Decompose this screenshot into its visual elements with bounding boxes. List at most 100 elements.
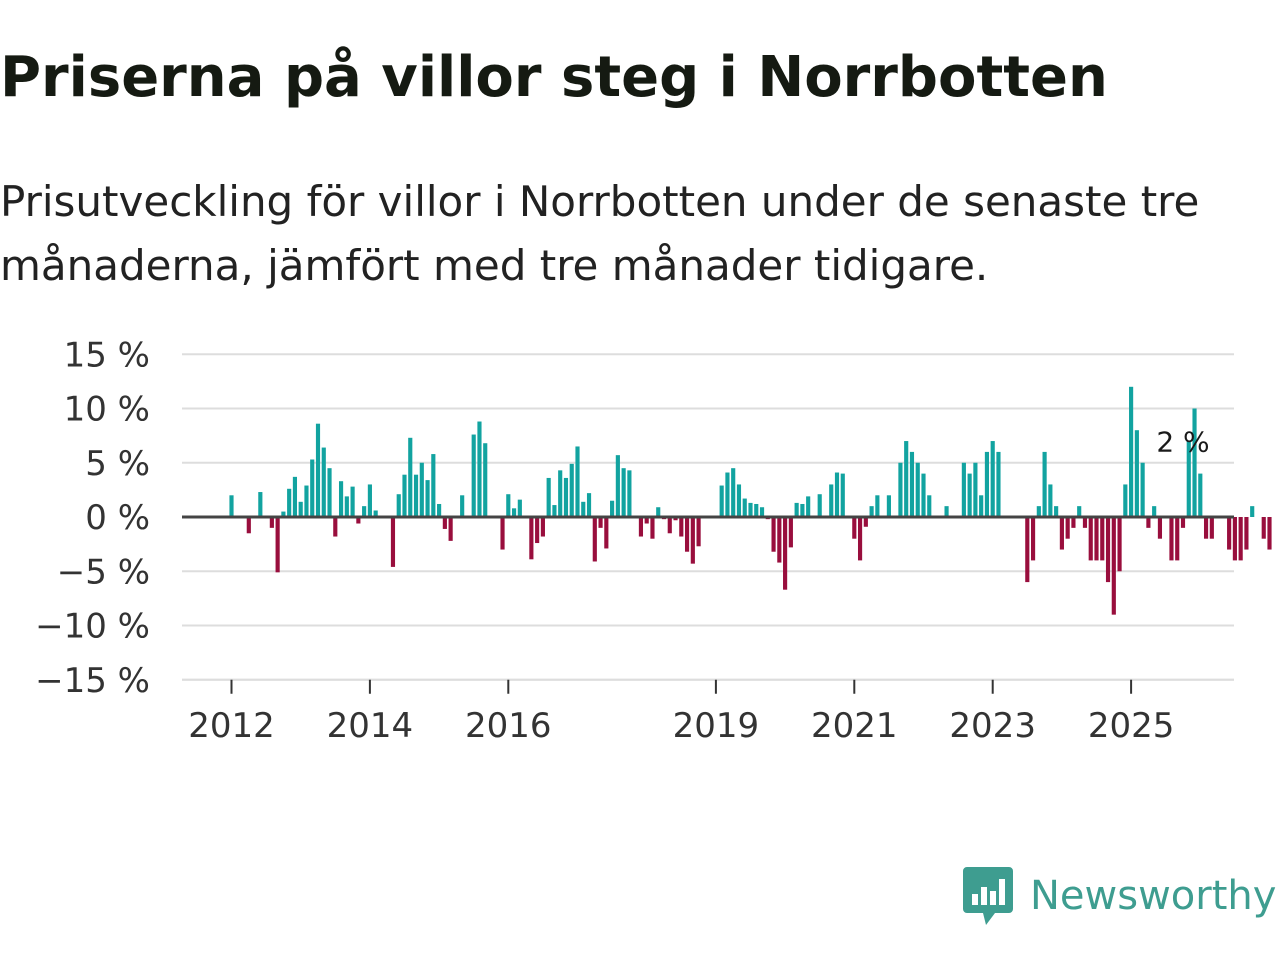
bar [344,496,349,517]
bar [471,434,476,517]
bar [442,517,447,529]
bar [1054,506,1059,517]
bar [1025,517,1030,583]
bar [904,441,909,517]
bar [673,517,678,521]
bar [229,495,234,517]
bar [373,510,378,517]
newsworthy-logo-icon [963,867,1013,925]
bar [586,493,592,517]
bar [719,485,724,517]
bar [1250,506,1255,517]
bar [529,517,534,560]
bar [886,495,891,517]
bar [350,486,355,517]
bar [575,446,580,517]
bar [1157,517,1163,539]
bar [1152,506,1157,517]
bar [984,451,990,517]
bar [511,508,517,517]
bars [229,386,1272,615]
bar [540,517,545,537]
bar [437,503,442,517]
x-tick-label: 2023 [949,706,1036,746]
brand-name: Newsworthy [1030,873,1277,919]
bar [1169,517,1174,561]
bar [1065,517,1070,539]
bar [990,441,995,517]
bar [979,495,984,517]
bar [679,517,684,537]
bar [483,443,488,517]
bar [961,462,966,517]
bar [759,507,765,517]
bar [1203,517,1209,539]
bar [402,474,407,517]
bar [771,517,776,552]
x-tick-label: 2021 [811,706,898,746]
bar [1094,517,1099,561]
bar [269,517,274,528]
y-tick-label: 5 % [85,444,150,484]
bar [869,506,874,517]
bar [644,517,649,524]
bar [627,470,632,517]
bar [315,423,321,517]
bar [656,507,661,517]
bar [731,468,736,517]
bar [460,495,465,517]
bar [598,517,603,528]
bar [333,517,338,537]
bar [1071,517,1076,528]
bar [356,517,361,524]
bar [1042,451,1047,517]
bar [748,502,753,517]
bar [408,437,413,517]
bar [1244,517,1249,550]
bar [817,494,822,517]
bar [321,447,326,517]
bar [1180,517,1186,528]
bar [1232,517,1237,561]
bar [921,473,926,517]
bar [615,455,620,517]
bar [852,517,857,539]
bar [367,484,372,517]
bar [1192,408,1197,517]
x-axis: 2012 2014 2016 2019 2021 2023 2025 [182,678,1234,746]
x-tick-label: 2012 [188,706,275,746]
bar [535,517,540,544]
bar [1030,517,1036,561]
bar [506,494,511,517]
bar [650,517,655,539]
bar [246,517,251,534]
bar [696,517,701,547]
bar [1123,484,1128,517]
newsworthy-logo: Newsworthy [962,864,1276,928]
y-tick-label: 15 % [64,335,150,375]
bar [1134,430,1139,517]
bar [258,492,263,517]
bar [621,468,626,517]
bar [310,459,315,517]
bar [292,476,298,517]
bar [909,451,915,517]
bar [604,517,609,549]
bar [857,517,863,561]
bar [996,451,1001,517]
bar [431,454,436,517]
bar [1111,517,1116,615]
bar [1261,517,1266,539]
bar [592,517,597,562]
bar [915,462,920,517]
bar [1100,517,1105,561]
y-tick-label: 10 % [64,390,150,430]
bar [754,503,759,517]
bar [362,506,367,517]
y-tick-label: −15 % [35,661,150,701]
bar [638,517,644,537]
bar [690,517,695,564]
bar [581,501,586,517]
bar [1267,517,1272,550]
bar [829,484,834,517]
